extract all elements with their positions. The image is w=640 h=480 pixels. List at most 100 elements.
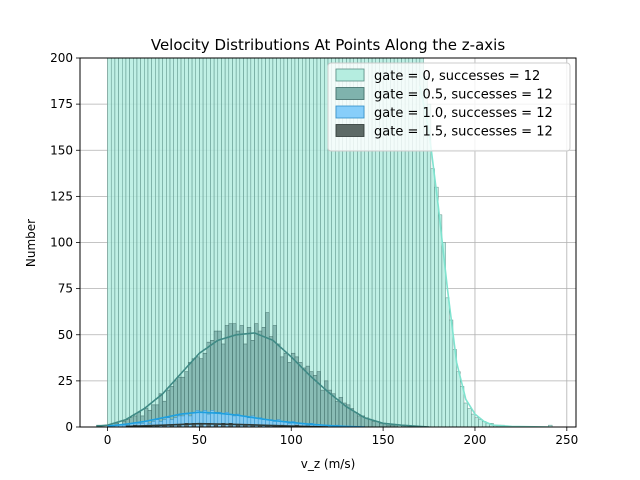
histogram-bar [140, 58, 145, 427]
histogram-bar [324, 58, 329, 427]
x-axis-ticks: 0 50 100 150 200 250 [104, 427, 578, 447]
legend: gate = 0, successes = 12 gate = 0.5, succ… [327, 62, 571, 152]
histogram-bar [235, 330, 241, 427]
histogram-bar [173, 58, 178, 427]
histogram-bar [316, 58, 321, 427]
histogram-bar [357, 415, 362, 427]
histogram-bar [166, 58, 171, 427]
histogram-bar [122, 58, 127, 427]
y-axis-label: Number [24, 219, 38, 267]
y-axis-ticks: 0 25 50 75 100 125 150 175 200 [50, 51, 80, 434]
kde-line-1 [96, 332, 430, 427]
histogram-bar [471, 413, 476, 427]
histogram-bar [331, 393, 336, 427]
histogram-bar [257, 330, 263, 427]
legend-label: gate = 0, successes = 12 [374, 69, 540, 84]
histogram-bar [129, 58, 134, 427]
chart-title: Velocity Distributions At Points Along t… [151, 36, 505, 54]
histogram-bar [169, 58, 174, 427]
histogram-bar [309, 58, 314, 427]
histogram-bar [434, 186, 439, 427]
legend-swatch [335, 87, 365, 100]
histogram-bar [474, 417, 479, 427]
histogram-bar [353, 411, 358, 427]
y-tick-label: 75 [58, 282, 73, 296]
y-tick-label: 50 [58, 328, 73, 342]
histogram-bar [177, 58, 182, 427]
histogram-bar [467, 408, 472, 427]
histogram-bar [155, 58, 160, 427]
y-tick-label: 100 [50, 236, 73, 250]
histogram-bar [279, 356, 285, 427]
series-bars-0 [107, 58, 553, 427]
histogram-bar [228, 323, 233, 427]
histogram-bar [239, 325, 244, 427]
histogram-bar [456, 371, 461, 427]
x-tick-label: 0 [104, 433, 112, 447]
histogram-bar [268, 336, 274, 427]
histogram-bar [246, 327, 252, 427]
histogram-bar [445, 297, 450, 427]
histogram-bar [136, 58, 141, 427]
histogram-bar [291, 352, 296, 427]
legend-swatch [335, 68, 365, 82]
histogram-bar [294, 356, 299, 427]
y-tick-label: 175 [50, 97, 73, 111]
kde-line-0 [419, 85, 549, 427]
y-tick-label: 25 [58, 374, 73, 388]
histogram-bar [232, 323, 237, 427]
legend-label: gate = 1.5, successes = 12 [374, 125, 553, 140]
x-tick-label: 100 [280, 433, 303, 447]
legend-swatch [335, 124, 365, 137]
histogram-bar [147, 58, 152, 427]
legend-swatch [335, 105, 365, 119]
histogram-bar [151, 58, 156, 427]
histogram-bar [316, 371, 321, 427]
histogram-bar [261, 327, 266, 427]
histogram-bar [173, 417, 178, 427]
histogram-bar [254, 323, 259, 427]
histogram-bar [133, 58, 138, 427]
legend-label: gate = 0.5, successes = 12 [374, 88, 553, 103]
histogram-bar [426, 103, 432, 427]
histogram-bar [298, 362, 303, 427]
histogram-bar [313, 375, 318, 427]
histogram-bar [250, 340, 255, 427]
histogram-bar [368, 419, 373, 427]
histogram-bar [437, 214, 443, 427]
legend-box [327, 62, 571, 152]
histogram-bar [158, 58, 163, 427]
histogram-bar [335, 400, 340, 427]
histogram-bar [448, 319, 454, 427]
histogram-bar [327, 389, 332, 427]
y-tick-label: 0 [65, 420, 73, 434]
histogram-bar [162, 58, 167, 427]
histogram-bar [302, 367, 307, 427]
x-tick-label: 50 [192, 433, 207, 447]
histogram-bar [371, 421, 377, 427]
histogram-bar [118, 58, 123, 427]
histogram-bar [184, 58, 189, 427]
histogram-bar [110, 58, 116, 427]
histogram-bar [287, 362, 292, 427]
legend-label: gate = 1.0, successes = 12 [374, 106, 553, 121]
histogram-bar [276, 343, 281, 427]
x-tick-label: 150 [372, 433, 395, 447]
histogram-bar [125, 58, 130, 427]
histogram-bar [320, 389, 325, 427]
x-axis-label: v_z (m/s) [301, 457, 356, 471]
x-tick-label: 200 [464, 433, 487, 447]
histogram-bar [309, 371, 314, 427]
histogram-bar [180, 415, 185, 427]
y-tick-label: 200 [50, 51, 73, 65]
histogram-bar [313, 58, 318, 427]
histogram-bar [324, 380, 329, 427]
histogram-bar [478, 419, 483, 427]
histogram-bar [232, 415, 237, 427]
histogram-bar [283, 352, 288, 427]
histogram-bar [243, 343, 248, 427]
kde-line-2 [107, 411, 365, 427]
y-tick-label: 150 [50, 143, 73, 157]
histogram-bar [107, 58, 112, 427]
